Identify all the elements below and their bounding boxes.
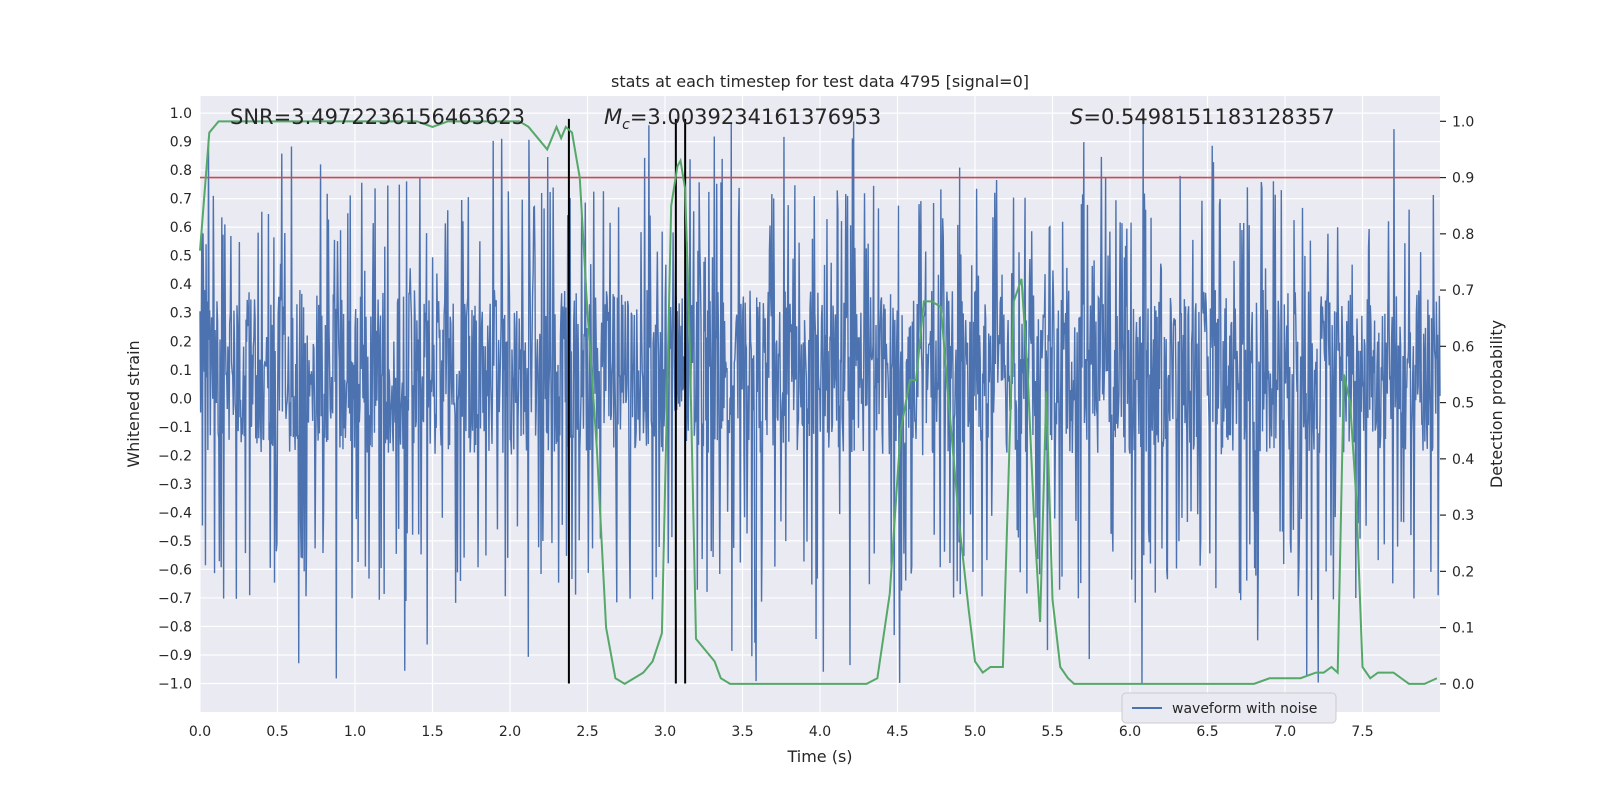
x-tick-label: 2.5 <box>576 724 598 740</box>
y-left-tick-label: −0.3 <box>158 477 192 493</box>
x-tick-label: 1.0 <box>344 724 366 740</box>
y-left-tick-label: −0.8 <box>158 619 192 635</box>
x-tick-label: 6.0 <box>1119 724 1141 740</box>
probability-line <box>199 120 1438 686</box>
waveform-line <box>199 119 1441 684</box>
y-right-tick-label: 0.0 <box>1452 677 1474 693</box>
x-tick-label: 4.0 <box>809 724 831 740</box>
y-left-tick-label: −0.9 <box>158 648 192 664</box>
y-left-tick-label: 0.4 <box>170 277 192 293</box>
y-left-tick-label: 0.0 <box>170 391 192 407</box>
chirp-mass-symbol: M <box>604 105 622 129</box>
x-tick-label: 6.5 <box>1196 724 1218 740</box>
y-left-tick-label: −0.5 <box>158 534 192 550</box>
s-value: =0.5498151183128357 <box>1083 105 1334 129</box>
x-tick-label: 7.0 <box>1274 724 1296 740</box>
x-tick-label: 5.5 <box>1041 724 1063 740</box>
y-left-tick-label: 0.3 <box>170 306 192 322</box>
y-left-tick-label: 0.8 <box>170 163 192 179</box>
y-axis-right-label: Detection probability <box>1487 320 1506 488</box>
y-right-tick-label: 1.0 <box>1452 114 1474 130</box>
chart-title: stats at each timestep for test data 479… <box>611 72 1029 91</box>
y-left-tick-label: −0.2 <box>158 448 192 464</box>
y-left-tick-label: 0.6 <box>170 220 192 236</box>
chirp-mass-subscript: c <box>622 117 630 133</box>
y-left-tick-label: 0.7 <box>170 192 192 208</box>
y-left-tick-label: −0.7 <box>158 591 192 607</box>
y-left-tick-label: 0.9 <box>170 135 192 151</box>
y-left-tick-label: 0.5 <box>170 249 192 265</box>
x-axis-label: Time (s) <box>786 747 852 766</box>
y-axis-left-ticks: 1.0 0.9 0.8 0.7 0.6 0.5 0.4 0.3 0.2 0.1 0.0 −0.1 −0.… <box>158 106 192 692</box>
legend-entry-waveform: waveform with noise <box>1172 701 1317 717</box>
y-right-tick-label: 0.7 <box>1452 283 1474 299</box>
y-left-tick-label: −0.1 <box>158 420 192 436</box>
y-left-tick-label: 0.1 <box>170 363 192 379</box>
snr-annotation: SNR=3.4972236156463623 <box>230 105 525 129</box>
y-right-tick-label: 0.9 <box>1452 171 1474 187</box>
x-tick-label: 0.0 <box>189 724 211 740</box>
chirp-mass-annotation: Mc=3.0039234161376953 <box>604 105 881 133</box>
x-axis-ticks: 0.0 0.5 1.0 1.5 2.0 2.5 3.0 3.5 4.0 4.5 5.0 5.5 6.0 6… <box>189 724 1374 740</box>
probability-series <box>199 120 1438 686</box>
y-right-tick-label: 0.1 <box>1452 621 1474 637</box>
x-tick-label: 7.5 <box>1351 724 1373 740</box>
x-tick-label: 3.5 <box>731 724 753 740</box>
x-tick-label: 4.5 <box>886 724 908 740</box>
y-left-tick-label: −0.6 <box>158 562 192 578</box>
s-symbol: S <box>1070 105 1083 129</box>
y-right-tick-label: 0.2 <box>1452 564 1474 580</box>
y-left-tick-label: −0.4 <box>158 505 192 521</box>
legend-box <box>1121 692 1337 724</box>
s-annotation: S=0.5498151183128357 <box>1070 105 1335 129</box>
y-axis-right-ticks: 1.0 0.9 0.8 0.7 0.6 0.5 0.4 0.3 0.2 0.1 0.0 <box>1440 114 1474 693</box>
waveform-series <box>199 119 1441 684</box>
y-right-tick-label: 0.3 <box>1452 508 1474 524</box>
y-right-tick-label: 0.5 <box>1452 396 1474 412</box>
legend: waveform with noise <box>1121 692 1337 724</box>
y-axis-left-label: Whitened strain <box>124 340 143 467</box>
y-left-tick-label: 0.2 <box>170 334 192 350</box>
x-tick-label: 2.0 <box>499 724 521 740</box>
y-right-tick-label: 0.8 <box>1452 227 1474 243</box>
x-tick-label: 0.5 <box>266 724 288 740</box>
x-tick-label: 1.5 <box>421 724 443 740</box>
x-tick-label: 5.0 <box>964 724 986 740</box>
x-tick-label: 3.0 <box>654 724 676 740</box>
y-right-tick-label: 0.4 <box>1452 452 1474 468</box>
y-left-tick-label: 1.0 <box>170 106 192 122</box>
y-right-tick-label: 0.6 <box>1452 339 1474 355</box>
y-left-tick-label: −1.0 <box>158 676 192 692</box>
chirp-mass-value: =3.0039234161376953 <box>630 105 881 129</box>
